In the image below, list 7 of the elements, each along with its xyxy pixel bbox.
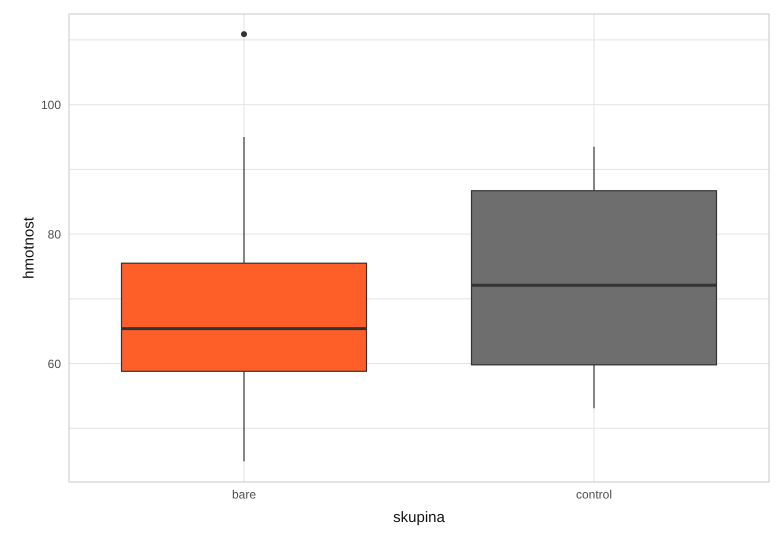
y-tick-label: 100 <box>40 98 62 112</box>
x-tick-label: control <box>576 488 612 502</box>
x-tick-label: bare <box>232 488 256 502</box>
x-axis-title: skupina <box>393 509 446 526</box>
y-tick-label: 60 <box>48 356 62 371</box>
y-axis-title: hmotnost <box>20 216 38 279</box>
y-tick-label: 80 <box>48 227 62 242</box>
